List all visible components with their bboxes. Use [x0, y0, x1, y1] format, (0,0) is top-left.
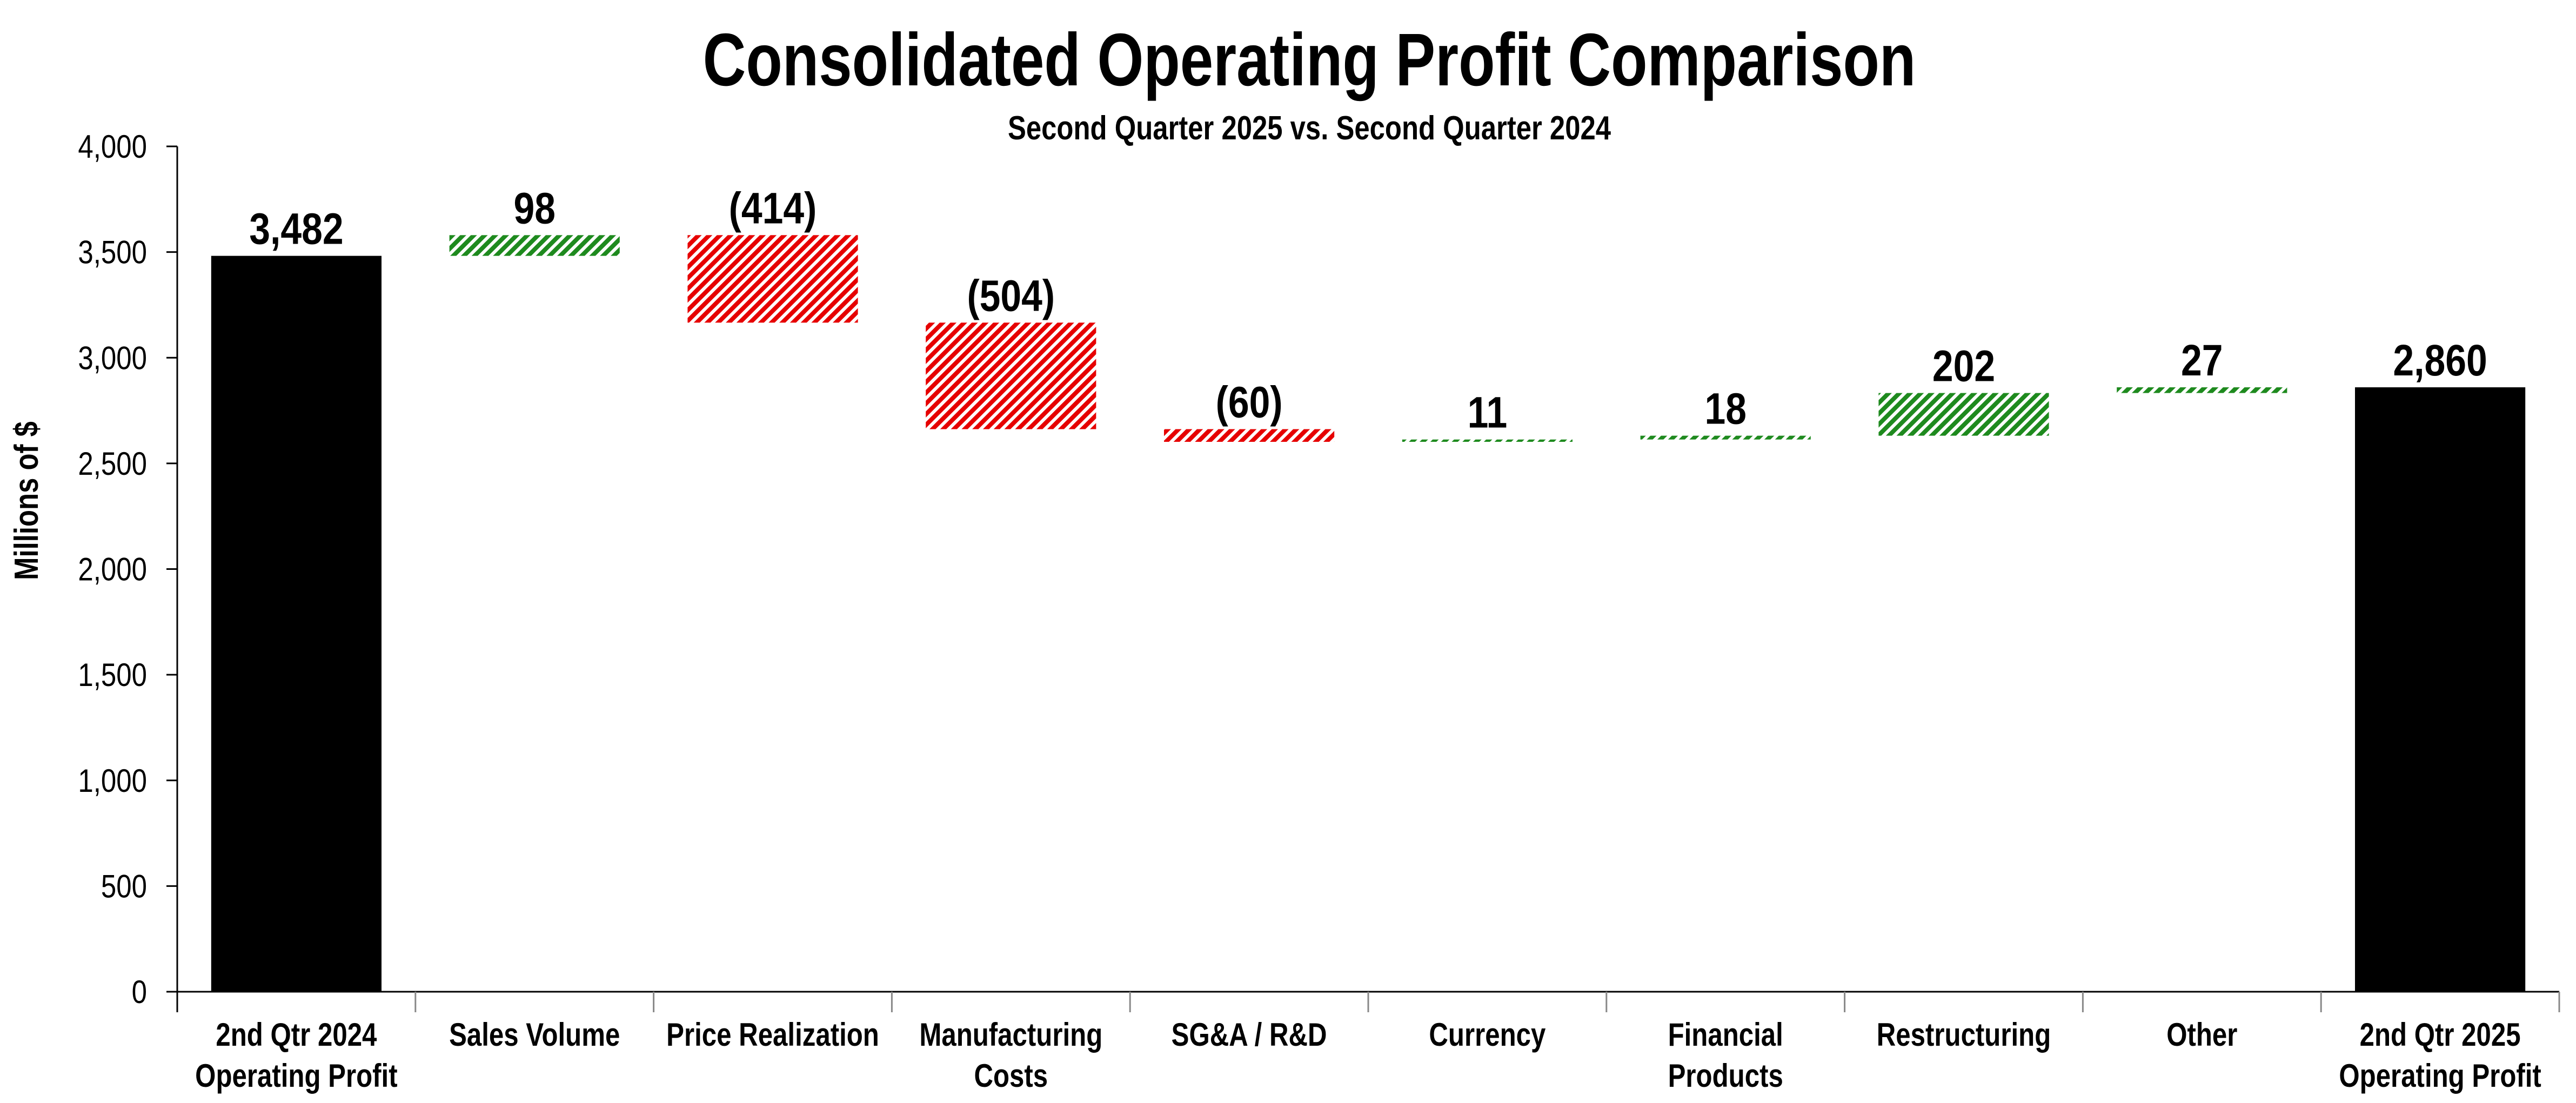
total-bar: [211, 255, 382, 992]
y-tick-label: 4,000: [78, 129, 147, 165]
total-bar: [2355, 387, 2526, 992]
y-tick-label: 0: [132, 974, 147, 1010]
data-label: 18: [1704, 384, 1747, 434]
data-label: 11: [1468, 388, 1508, 438]
data-label: 202: [1932, 341, 1995, 391]
category-label: Costs: [974, 1057, 1048, 1094]
y-tick-label: 500: [101, 868, 147, 904]
decrease-bar: [687, 235, 858, 323]
category-label: 2nd Qtr 2025: [2360, 1016, 2521, 1053]
data-label: 27: [2181, 336, 2223, 386]
decrease-bar: [1164, 429, 1335, 442]
data-label: 2,860: [2393, 336, 2487, 386]
data-label: 3,482: [249, 204, 343, 254]
y-tick-label: 3,500: [78, 234, 147, 271]
increase-bar: [1640, 435, 1811, 440]
category-label: Operating Profit: [2339, 1057, 2541, 1094]
data-label: (60): [1216, 378, 1283, 427]
decrease-bar: [926, 322, 1096, 429]
category-label: Financial: [1668, 1016, 1783, 1053]
category-label: Sales Volume: [449, 1016, 620, 1053]
y-tick-label: 2,000: [78, 552, 147, 588]
chart-title: Consolidated Operating Profit Comparison: [703, 18, 1916, 101]
chart-subtitle: Second Quarter 2025 vs. Second Quarter 2…: [1008, 110, 1611, 147]
y-tick-label: 3,000: [78, 340, 147, 376]
increase-bar: [1878, 393, 2049, 436]
data-label: (414): [729, 184, 817, 233]
category-label: Manufacturing: [919, 1016, 1102, 1053]
y-tick-label: 1,000: [78, 763, 147, 799]
category-label: 2nd Qtr 2024: [216, 1016, 377, 1053]
category-label: Restructuring: [1877, 1016, 2051, 1053]
category-label: Price Realization: [666, 1016, 879, 1053]
y-axis-label: Millions of $: [8, 421, 45, 580]
increase-bar: [449, 235, 620, 256]
y-tick-label: 1,500: [78, 657, 147, 693]
increase-bar: [2117, 387, 2287, 393]
data-label: (504): [967, 271, 1055, 321]
category-label: Products: [1668, 1057, 1783, 1094]
y-tick-label: 2,500: [78, 446, 147, 482]
category-label: Other: [2166, 1016, 2237, 1053]
category-label: Currency: [1429, 1016, 1545, 1053]
data-label: 98: [513, 184, 556, 233]
category-label: Operating Profit: [195, 1057, 397, 1094]
increase-bar: [1402, 439, 1573, 442]
category-label: SG&A / R&D: [1172, 1016, 1327, 1053]
